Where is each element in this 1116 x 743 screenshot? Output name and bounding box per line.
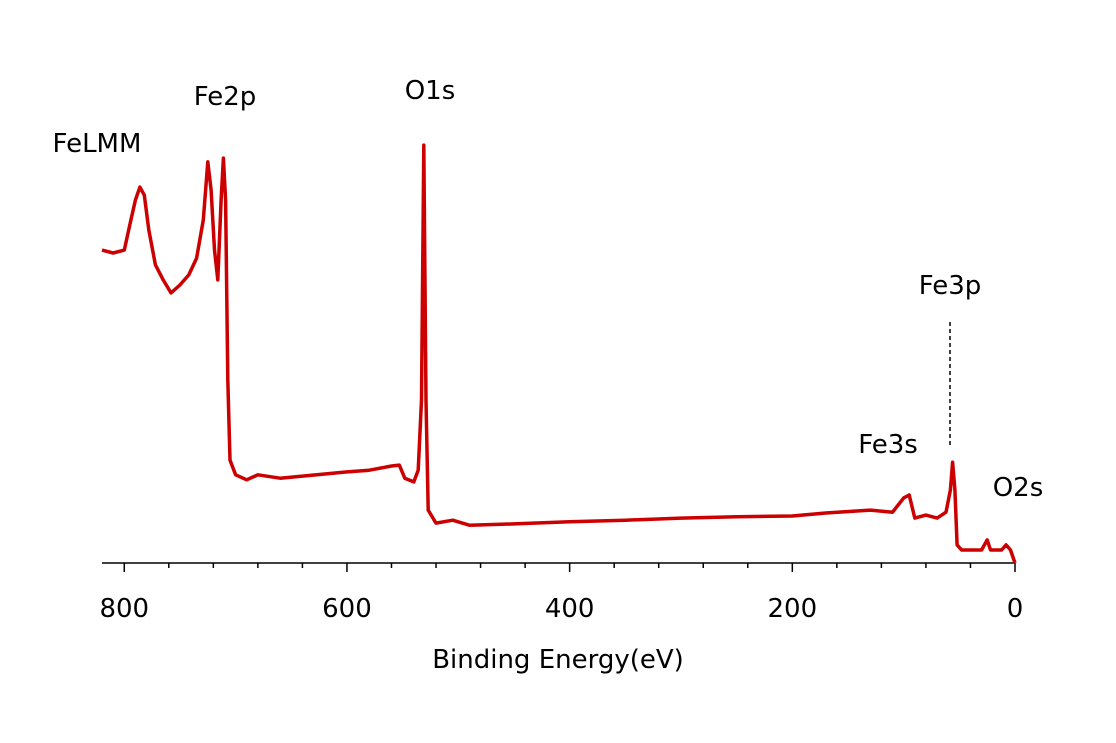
peak-label: FeLMM (53, 129, 142, 159)
peak-label: O1s (405, 76, 456, 106)
peak-label: Fe3s (858, 430, 918, 460)
spectrum-line (101, 143, 1017, 564)
peak-label: Fe3p (919, 271, 982, 301)
x-tick-label: 800 (99, 594, 149, 624)
x-tick-label: 600 (322, 594, 372, 624)
x-tick-label: 200 (767, 594, 817, 624)
x-tick-label: 400 (545, 594, 595, 624)
peak-label: O2s (993, 473, 1044, 503)
x-tick-label: 0 (1007, 594, 1024, 624)
x-axis-label: Binding Energy(eV) (432, 645, 684, 675)
peak-label: Fe2p (194, 82, 257, 112)
